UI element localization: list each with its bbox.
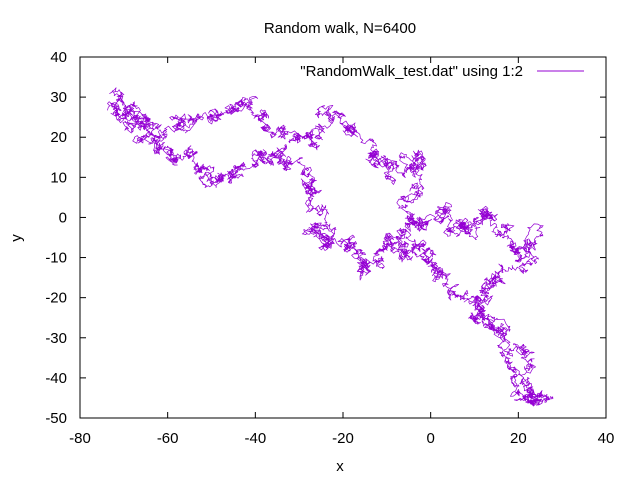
chart-title: Random walk, N=6400 (264, 20, 416, 37)
legend: "RandomWalk_test.dat" using 1:2 (300, 63, 584, 80)
y-tick-label: 40 (50, 49, 67, 66)
x-tick-label: 0 (426, 430, 434, 447)
x-axis-ticks: -80 -60 -40 -20 0 20 40 (69, 57, 614, 447)
x-tick-label: -20 (332, 430, 354, 447)
y-tick-label: -20 (45, 290, 67, 307)
x-tick-label: -60 (157, 430, 179, 447)
y-tick-label: 10 (50, 169, 67, 186)
y-tick-label: -40 (45, 370, 67, 387)
y-axis-label: y (8, 234, 25, 242)
y-tick-label: -10 (45, 250, 67, 267)
x-tick-label: 20 (510, 430, 527, 447)
walk-series (107, 87, 554, 407)
y-tick-label: 20 (50, 129, 67, 146)
y-tick-label: -50 (45, 410, 67, 427)
y-tick-label: -30 (45, 330, 67, 347)
x-tick-label: -80 (69, 430, 91, 447)
x-tick-label: 40 (598, 430, 615, 447)
y-tick-label: 30 (50, 89, 67, 106)
legend-label: "RandomWalk_test.dat" using 1:2 (300, 63, 523, 80)
random-walk-path (107, 87, 554, 407)
x-axis-label: x (336, 458, 344, 475)
y-tick-label: 0 (59, 209, 67, 226)
y-axis-ticks: -50 -40 -30 -20 -10 0 10 20 30 40 (45, 49, 606, 427)
x-tick-label: -40 (244, 430, 266, 447)
